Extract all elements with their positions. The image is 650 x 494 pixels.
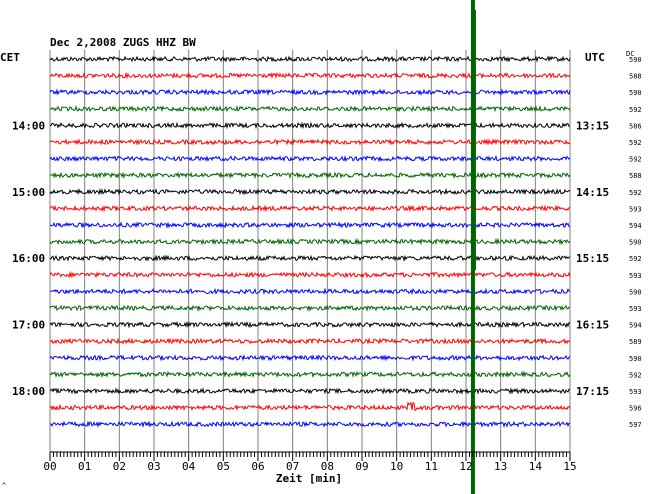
x-tick-label-10: 10 xyxy=(390,460,403,473)
dc-value-row-20: 593 xyxy=(629,388,642,396)
trace-row-13 xyxy=(49,270,571,279)
x-tick-label-02: 02 xyxy=(113,460,126,473)
trace-row-3 xyxy=(49,104,571,113)
x-tick-label-04: 04 xyxy=(182,460,196,473)
x-tick-label-11: 11 xyxy=(425,460,438,473)
x-tick-label-06: 06 xyxy=(251,460,264,473)
dc-header-label: DC xyxy=(626,50,634,58)
trace-row-1 xyxy=(49,71,571,80)
left-timezone-label: CET xyxy=(0,51,20,64)
x-tick-label-15: 15 xyxy=(563,460,576,473)
right-hour-label-0: 13:15 xyxy=(576,119,609,132)
dc-value-row-3: 592 xyxy=(629,106,642,114)
x-tick-label-14: 14 xyxy=(529,460,543,473)
trace-row-21 xyxy=(49,401,571,412)
dc-value-row-1: 588 xyxy=(629,73,642,81)
x-tick-label-09: 09 xyxy=(355,460,368,473)
dc-value-row-13: 593 xyxy=(629,272,642,280)
left-hour-label-4: 18:00 xyxy=(12,385,45,398)
dc-value-row-11: 590 xyxy=(629,239,642,247)
right-hour-label-1: 14:15 xyxy=(576,186,609,199)
trace-row-17 xyxy=(49,337,571,345)
x-tick-label-05: 05 xyxy=(217,460,230,473)
dc-value-row-12: 592 xyxy=(629,255,642,263)
x-tick-label-07: 07 xyxy=(286,460,299,473)
trace-row-16 xyxy=(49,320,571,329)
x-axis-label: Zeit [min] xyxy=(276,472,342,485)
trace-row-8 xyxy=(49,187,571,196)
dc-value-row-17: 589 xyxy=(629,338,642,346)
dc-value-row-15: 593 xyxy=(629,305,642,313)
dc-value-row-21: 596 xyxy=(629,405,642,413)
dc-value-row-5: 592 xyxy=(629,139,642,147)
dc-value-row-22: 597 xyxy=(629,421,642,429)
trace-row-18 xyxy=(49,354,571,362)
trace-row-10 xyxy=(49,221,571,229)
trace-row-0 xyxy=(49,55,571,63)
dc-value-row-4: 586 xyxy=(629,122,642,130)
dc-value-row-7: 588 xyxy=(629,172,642,180)
right-hour-label-3: 16:15 xyxy=(576,319,609,332)
trace-row-14 xyxy=(49,287,571,296)
dc-value-row-8: 592 xyxy=(629,189,642,197)
x-tick-label-01: 01 xyxy=(78,460,91,473)
left-hour-label-2: 16:00 xyxy=(12,252,45,265)
dc-value-row-2: 590 xyxy=(629,89,642,97)
right-timezone-label: UTC xyxy=(585,51,605,64)
left-hour-label-1: 15:00 xyxy=(12,186,45,199)
dc-value-row-14: 590 xyxy=(629,288,642,296)
x-tick-label-12: 12 xyxy=(459,460,472,473)
right-hour-label-4: 17:15 xyxy=(576,385,609,398)
x-tick-label-03: 03 xyxy=(147,460,160,473)
dc-value-row-9: 593 xyxy=(629,205,642,213)
chart-title: Dec 2,2008 ZUGS HHZ BW xyxy=(50,36,196,49)
hour-labels: 14:00 15:00 16:00 17:00 18:00 13:15 14:15 15:15… xyxy=(12,119,609,398)
trace-row-19 xyxy=(49,370,571,379)
dc-value-row-10: 594 xyxy=(629,222,642,230)
seismic-traces xyxy=(49,0,571,494)
x-tick-label-00: 00 xyxy=(43,460,56,473)
trace-row-22 xyxy=(49,420,571,429)
trace-row-2 xyxy=(49,88,571,97)
right-hour-label-2: 15:15 xyxy=(576,252,609,265)
trace-row-15 xyxy=(49,304,571,313)
dc-value-row-16: 594 xyxy=(629,322,642,330)
left-hour-label-0: 14:00 xyxy=(12,119,45,132)
left-hour-label-3: 17:00 xyxy=(12,319,45,332)
trace-row-5 xyxy=(49,138,571,146)
trace-row-4 xyxy=(49,121,570,130)
trace-row-20 xyxy=(49,387,571,395)
trace-row-6 xyxy=(49,154,571,163)
dc-value-row-0: 590 xyxy=(629,56,642,64)
trace-row-7 xyxy=(49,171,571,180)
dc-value-row-19: 592 xyxy=(629,371,642,379)
trace-row-12 xyxy=(49,254,571,263)
trace-row-11 xyxy=(49,237,571,246)
corner-mark: ^ xyxy=(2,482,6,490)
trace-row-9 xyxy=(49,204,571,213)
dc-value-row-6: 592 xyxy=(629,156,642,164)
x-axis: 00 01 02 03 04 05 06 07 08 09 10 11 12 13 14 15 xyxy=(43,451,577,473)
time-gridlines xyxy=(49,50,571,452)
x-tick-label-08: 08 xyxy=(321,460,334,473)
dc-value-row-18: 590 xyxy=(629,355,642,363)
dc-value-labels: 590 588 590 592 586 592 592 588 592 593 594 590 592 5… xyxy=(629,56,642,429)
x-tick-label-13: 13 xyxy=(494,460,507,473)
